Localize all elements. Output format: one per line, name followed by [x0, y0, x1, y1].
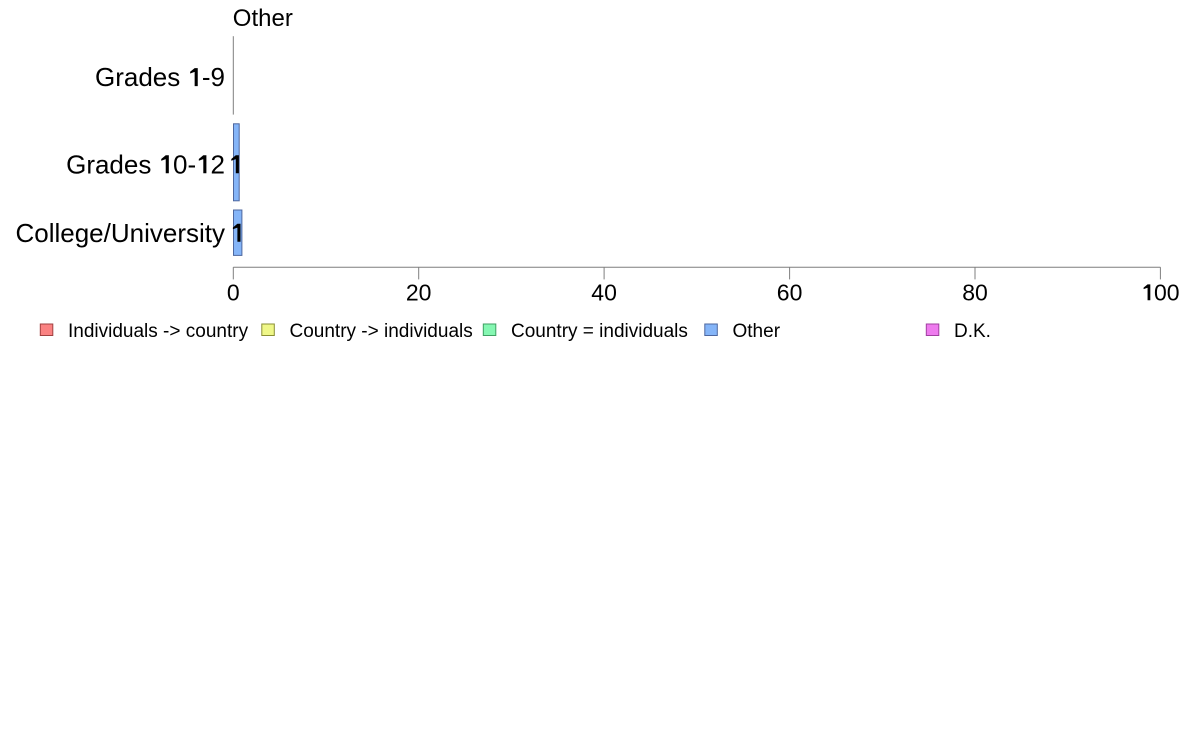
svg-text:D.K.: D.K.: [954, 321, 991, 342]
svg-text:Individuals -> country: Individuals -> country: [68, 321, 249, 342]
svg-text:Country -> individuals: Country -> individuals: [290, 321, 473, 342]
svg-text:20: 20: [406, 279, 432, 305]
svg-text:40: 40: [591, 279, 617, 305]
svg-text:Other: Other: [233, 5, 293, 32]
svg-text:00: 00: [1154, 279, 1180, 305]
svg-text:0-: 0-: [173, 149, 196, 179]
svg-text:Grades: Grades: [66, 149, 151, 179]
svg-text:60: 60: [777, 279, 803, 305]
svg-text:0: 0: [227, 279, 240, 305]
svg-text:80: 80: [962, 279, 988, 305]
svg-text:College/University: College/University: [15, 218, 225, 248]
svg-text:Country = individuals: Country = individuals: [511, 321, 688, 342]
svg-text:Other: Other: [733, 321, 781, 342]
svg-text:2: 2: [211, 149, 225, 179]
svg-text:Grades: Grades: [95, 62, 180, 92]
svg-text:-9: -9: [202, 62, 225, 92]
